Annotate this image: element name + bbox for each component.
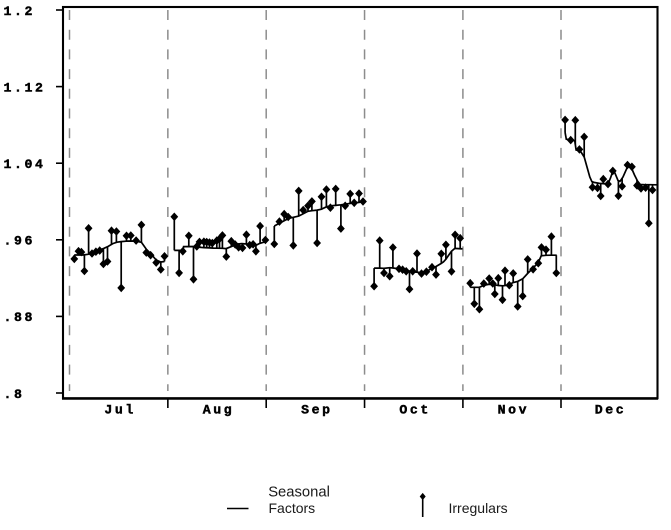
svg-text:.88: .88 [4,310,36,325]
svg-text:Seasonal: Seasonal [268,485,330,501]
svg-text:Irregulars: Irregulars [449,500,508,516]
svg-text:Nov: Nov [498,403,530,418]
svg-text:1.12: 1.12 [4,80,46,95]
svg-text:Oct: Oct [399,403,431,418]
svg-text:Aug: Aug [203,403,235,418]
svg-text:1.04: 1.04 [4,157,46,172]
svg-text:Dec: Dec [595,403,627,418]
svg-text:.96: .96 [4,234,36,249]
svg-text:Sep: Sep [301,403,333,418]
svg-text:.8: .8 [4,387,25,402]
svg-text:1.2: 1.2 [4,4,36,19]
svg-text:Factors: Factors [269,500,316,516]
svg-text:Jul: Jul [104,403,136,418]
